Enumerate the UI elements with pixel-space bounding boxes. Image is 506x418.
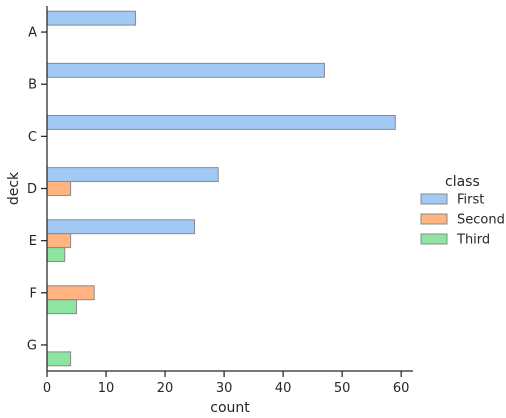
legend-label-third: Third — [456, 233, 490, 248]
bar-e-second — [46, 233, 72, 249]
x-tick-label: 30 — [216, 381, 233, 396]
x-axis-label: count — [210, 400, 250, 416]
legend-swatch-first — [420, 193, 448, 205]
y-tick-label: B — [28, 78, 37, 93]
y-tick-label: F — [30, 286, 37, 301]
y-tick-label: C — [28, 130, 37, 145]
bar-g-third — [46, 351, 72, 367]
bar-b-first — [46, 62, 325, 78]
y-tick-label: G — [27, 338, 37, 353]
bar-a-first — [46, 10, 137, 26]
x-tick-label: 10 — [98, 381, 115, 396]
bar-c-first — [46, 115, 396, 130]
y-tick-label: D — [27, 182, 37, 197]
y-axis-ticks: A B C D E F G — [27, 26, 47, 353]
bar-e-third — [46, 247, 66, 263]
legend-swatch-second — [420, 213, 448, 225]
x-tick-label: 50 — [334, 381, 351, 396]
bar-d-second — [46, 181, 72, 196]
bar-d-first — [46, 167, 219, 183]
legend-label-first: First — [457, 193, 484, 208]
bars-group — [46, 10, 396, 367]
x-axis-ticks: 0 10 20 30 40 50 60 — [43, 371, 410, 396]
y-axis-label: deck — [6, 171, 22, 205]
y-tick-label: A — [28, 26, 37, 41]
legend-swatch-third — [420, 233, 448, 245]
x-tick-label: 20 — [157, 381, 174, 396]
x-tick-label: 0 — [43, 381, 51, 396]
legend-title: class — [445, 174, 480, 190]
x-tick-label: 40 — [275, 381, 292, 396]
legend-label-second: Second — [457, 213, 505, 228]
y-tick-label: E — [29, 234, 37, 249]
bar-f-second — [46, 285, 95, 301]
bar-f-third — [46, 299, 78, 315]
bar-e-first — [46, 219, 196, 235]
x-tick-label: 60 — [393, 381, 410, 396]
legend: class First Second Third — [420, 174, 505, 248]
